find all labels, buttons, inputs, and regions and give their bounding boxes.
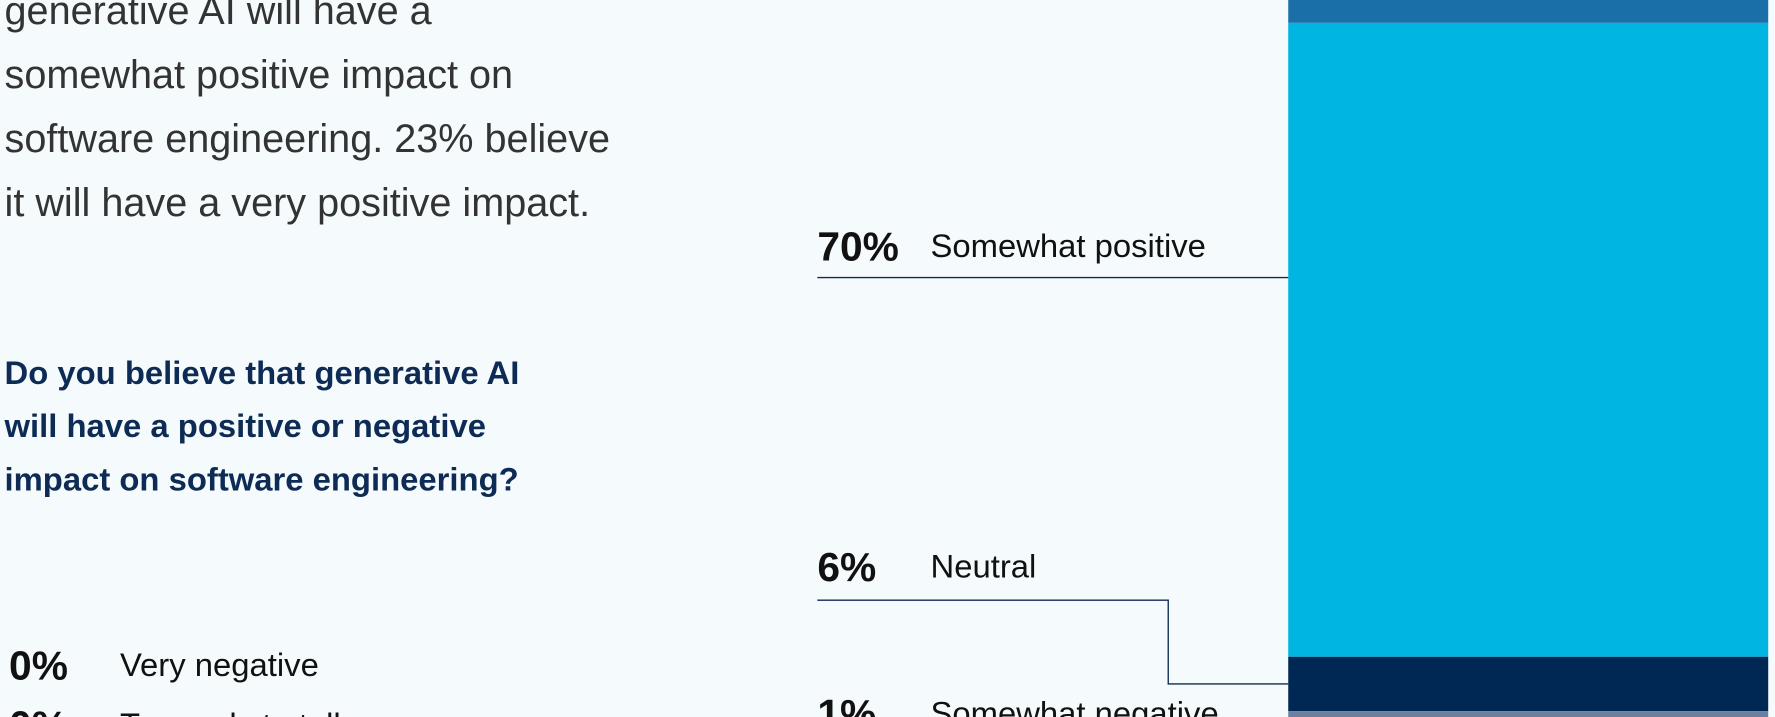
bar-segment <box>1288 22 1769 657</box>
value-label: 70% <box>817 224 899 270</box>
value-label: 0% <box>9 702 68 717</box>
bar-segment <box>1288 0 1769 23</box>
body-text: somewhat positive impact on <box>5 53 514 97</box>
category-label: Neutral <box>931 548 1037 585</box>
category-label: Somewhat negative <box>931 695 1219 717</box>
value-label: 6% <box>817 544 876 590</box>
value-label: 1% <box>817 691 876 717</box>
category-label: Somewhat positive <box>931 227 1206 264</box>
question: Do you believe that generative AI <box>5 354 520 391</box>
bar-segment <box>1288 656 1769 712</box>
category-label: Very negative <box>120 646 319 683</box>
question: will have a positive or negative <box>4 407 486 444</box>
question: impact on software engineering? <box>5 460 519 497</box>
body-text: software engineering. 23% believe <box>5 117 611 161</box>
category-label: Too early to tell <box>120 706 341 717</box>
bar-segment <box>1288 711 1769 717</box>
body-text: generative AI will have a <box>5 0 433 33</box>
body-text: it will have a very positive impact. <box>5 181 591 225</box>
leader-line <box>817 599 1289 685</box>
value-label: 0% <box>9 642 68 688</box>
